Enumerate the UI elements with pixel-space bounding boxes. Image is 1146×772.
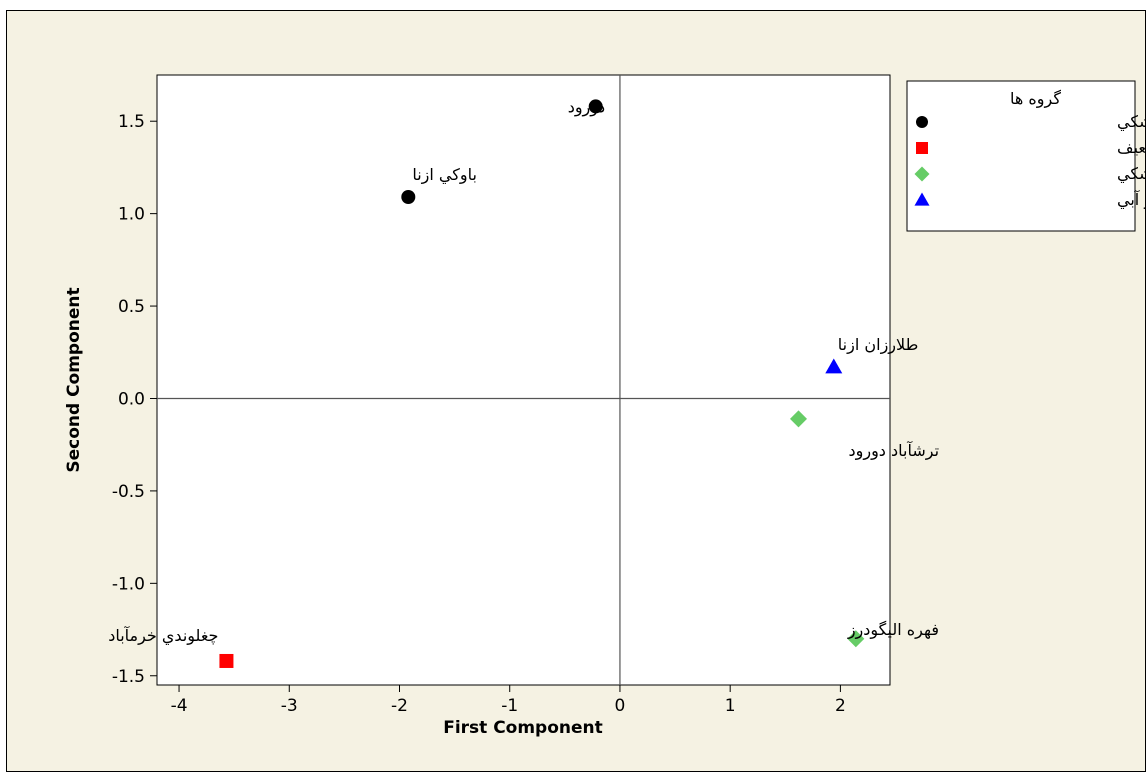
data-points [219, 99, 865, 668]
y-tick-label: -1.0 [112, 574, 145, 594]
y-tick-label: 0.5 [118, 297, 145, 317]
y-axis: -1.5 -1.0 -0.5 0.0 0.5 1.0 1.5 [112, 112, 157, 687]
legend-marker-circle [916, 116, 928, 128]
point-label: دورود [568, 97, 605, 117]
chart-frame: -4 -3 -2 -1 0 1 2 -1.5 -1.0 -0.5 0.0 0.5 1.0 1.5 دور… [6, 10, 1146, 772]
x-tick-label: -4 [171, 696, 188, 716]
x-tick-label: 0 [615, 696, 626, 716]
legend-label: مناسب ديم و آبي [1117, 190, 1145, 210]
point-label: چغلوندي خرمآباد [108, 626, 218, 646]
point-label: باوکي ازنا [412, 165, 477, 185]
y-tick-label: 1.0 [118, 205, 145, 225]
x-axis-title: First Component [443, 718, 603, 738]
x-tick-label: 2 [835, 696, 846, 716]
legend-marker-triangle [914, 192, 930, 206]
legend-label: ضعيف [1117, 138, 1145, 157]
legend-box [906, 80, 1136, 232]
x-tick-label: 1 [725, 696, 736, 716]
x-tick-label: -1 [501, 696, 518, 716]
legend: گروه ها حساس به خشکي ضعيف مقاوم به خشکي منا… [906, 80, 1145, 232]
y-tick-label: -1.5 [112, 667, 145, 687]
y-tick-label: 1.5 [118, 112, 145, 132]
y-tick-label: 0.0 [118, 389, 145, 409]
x-tick-label: -3 [281, 696, 298, 716]
legend-title: گروه ها [1010, 89, 1061, 109]
data-point-circle [401, 190, 416, 204]
plot-area [156, 74, 891, 686]
scatter-chart: -4 -3 -2 -1 0 1 2 -1.5 -1.0 -0.5 0.0 0.5 1.0 1.5 دور… [64, 74, 1145, 738]
point-label: فهره اليگودرز [847, 620, 939, 640]
data-point-diamond [790, 410, 808, 428]
point-labels: دورود باوکي ازنا چغلوندي خرمآباد ترشآباد دو… [108, 97, 939, 646]
x-axis: -4 -3 -2 -1 0 1 2 [171, 685, 846, 716]
data-point-diamond [847, 630, 865, 648]
legend-marker-diamond [914, 166, 930, 182]
point-label: طلارزان ازنا [838, 335, 919, 355]
y-tick-label: -0.5 [112, 482, 145, 502]
x-tick-label: -2 [391, 696, 408, 716]
data-point-square [219, 653, 234, 668]
legend-label: حساس به خشکي [1117, 112, 1145, 132]
y-axis-title: Second Component [64, 287, 84, 472]
data-point-triangle [825, 358, 843, 374]
data-point-circle [588, 99, 603, 114]
point-label: ترشآباد دورود [849, 441, 940, 461]
legend-label: مقاوم به خشکي [1117, 164, 1145, 184]
legend-marker-square [916, 142, 928, 154]
reference-lines [157, 75, 890, 685]
